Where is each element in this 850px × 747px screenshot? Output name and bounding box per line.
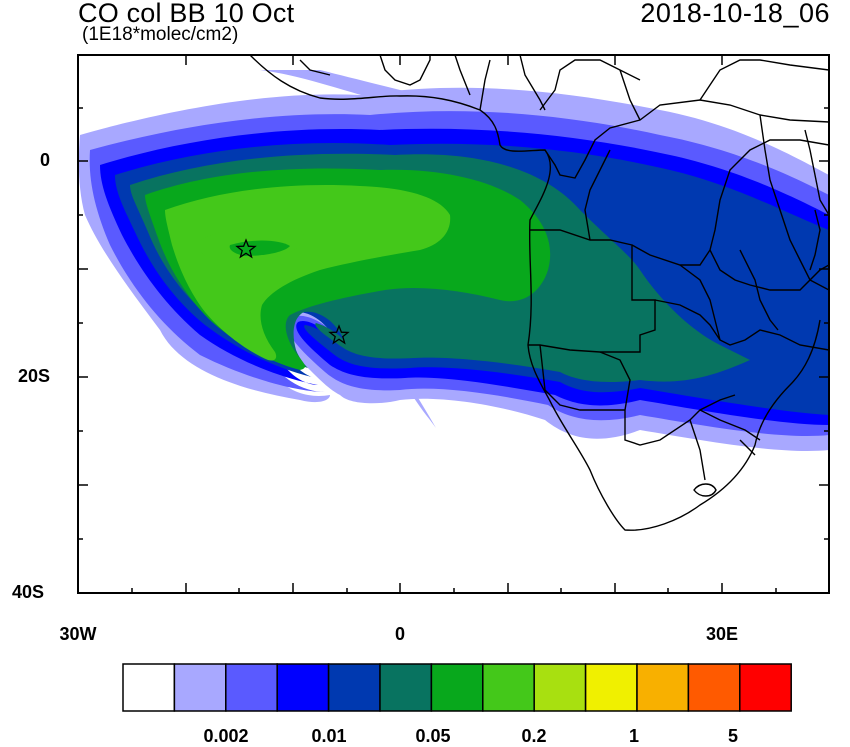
colorbar-label: 0.05 (415, 726, 451, 746)
x-tick-label-30e: 30E (705, 624, 739, 644)
colorbar-swatch (636, 663, 690, 712)
colorbar-label: 5 (727, 726, 738, 746)
colorbar-swatch (276, 663, 330, 712)
co-concentration-field (78, 70, 829, 451)
colorbar (122, 663, 792, 712)
colorbar-swatch (739, 663, 792, 712)
timestamp-label: 2018-10-18_06 (640, 0, 830, 28)
star-markers (235, 238, 350, 345)
colorbar-swatch (584, 663, 638, 712)
colorbar-swatch (327, 663, 381, 712)
colorbar-label: 1 (628, 726, 639, 746)
colorbar-swatch (122, 663, 176, 712)
colorbar-label: 0.2 (521, 726, 547, 746)
colorbar-label: 0.01 (311, 726, 347, 746)
x-ticks (77, 55, 830, 593)
y-tick-label-20s: 20S (17, 366, 50, 386)
colorbar-swatch (379, 663, 433, 712)
y-tick-label-0: 0 (39, 150, 50, 170)
colorbar-swatch (430, 663, 484, 712)
x-tick-label-30w: 30W (59, 624, 97, 644)
star-marker-icon (235, 238, 257, 259)
colorbar-swatch (482, 663, 535, 712)
colorbar-swatch (687, 663, 741, 712)
y-ticks (78, 54, 829, 540)
coastlines (249, 55, 829, 531)
y-tick-label-40s: 40S (11, 582, 44, 602)
colorbar-swatch (533, 663, 587, 712)
units-label: (1E18*molec/cm2) (82, 24, 239, 45)
colorbar-swatch (173, 663, 227, 712)
star-marker-icon (328, 324, 350, 345)
x-tick-label-0: 0 (394, 624, 405, 644)
colorbar-label: 0.002 (203, 726, 249, 746)
plot-title: CO col BB 10 Oct (78, 0, 295, 28)
band-0002-thin (260, 70, 480, 112)
colorbar-swatch (225, 663, 278, 712)
